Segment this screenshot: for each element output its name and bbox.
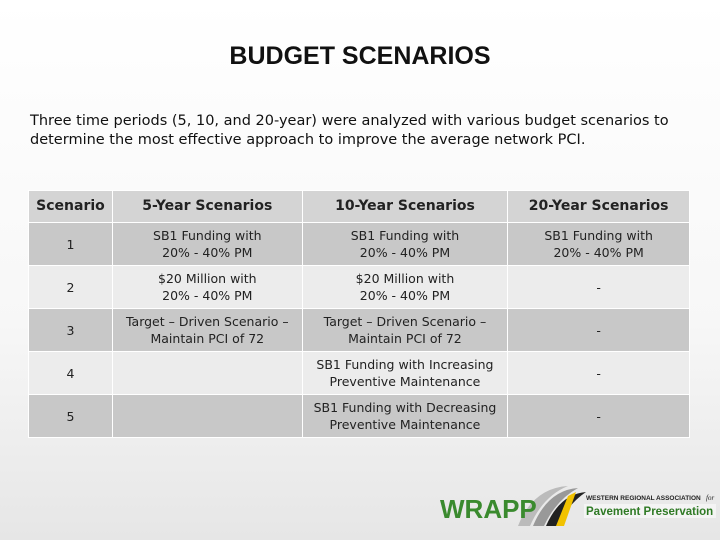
table-row: 2 $20 Million with 20% - 40% PM $20 Millio… (28, 265, 690, 309)
table-cell (111, 394, 303, 438)
column-header: 20-Year Scenarios (507, 190, 690, 223)
logo-org: WESTERN REGIONAL ASSOCIATION (586, 495, 701, 502)
table-row: 3 Target – Driven Scenario – Maintain PCI… (28, 308, 690, 352)
logo-subtitle: Pavement Preservation (586, 506, 713, 518)
table-cell: SB1 Funding with 20% - 40% PM (111, 222, 303, 266)
table-cell: Target – Driven Scenario – Maintain PCI … (111, 308, 303, 352)
table-cell: SB1 Funding with Decreasing Preventive M… (301, 394, 509, 438)
logo-name: WRAPP (440, 494, 537, 524)
table-cell: 3 (28, 308, 113, 352)
column-header: Scenario (28, 190, 113, 223)
table-cell: 1 (28, 222, 113, 266)
logo-swoosh (518, 486, 568, 526)
table-cell: - (507, 265, 690, 309)
logo-band (584, 504, 716, 518)
column-header: 5-Year Scenarios (111, 190, 303, 223)
logo: WRAPP WESTERN REGIONAL ASSOCIATION for P… (440, 486, 716, 526)
intro: Three time periods (5, 10, and 20-year) … (30, 113, 669, 148)
logo-for: for (706, 494, 714, 502)
title: BUDGET SCENARIOS (229, 42, 491, 70)
table-cell: $20 Million with 20% - 40% PM (301, 265, 509, 309)
table-cell: SB1 Funding with 20% - 40% PM (507, 222, 690, 266)
table-cell: $20 Million with 20% - 40% PM (111, 265, 303, 309)
budget-table: Scenario 5-Year Scenarios 10-Year Scenario… (28, 190, 690, 438)
table-row: 5 SB1 Funding with Decreasing Preventive … (28, 394, 690, 438)
table-cell: - (507, 308, 690, 352)
column-header: 10-Year Scenarios (301, 190, 509, 223)
table-cell: Target – Driven Scenario – Maintain PCI … (301, 308, 509, 352)
table-cell: 4 (28, 351, 113, 395)
table-row: 4 SB1 Funding with Increasing Preventive … (28, 351, 690, 395)
logo-swoosh (533, 488, 578, 526)
table-cell (111, 351, 303, 395)
table-cell: - (507, 394, 690, 438)
header-row: Scenario 5-Year Scenarios 10-Year Scenario… (28, 190, 690, 223)
table-cell: 2 (28, 265, 113, 309)
table-cell: - (507, 351, 690, 395)
logo-stripe (556, 492, 576, 526)
table-cell: 5 (28, 394, 113, 438)
table-row: 1 SB1 Funding with 20% - 40% PM SB1 Fundin… (28, 222, 690, 266)
table-cell: SB1 Funding with Increasing Preventive M… (301, 351, 509, 395)
table-cell: SB1 Funding with 20% - 40% PM (301, 222, 509, 266)
